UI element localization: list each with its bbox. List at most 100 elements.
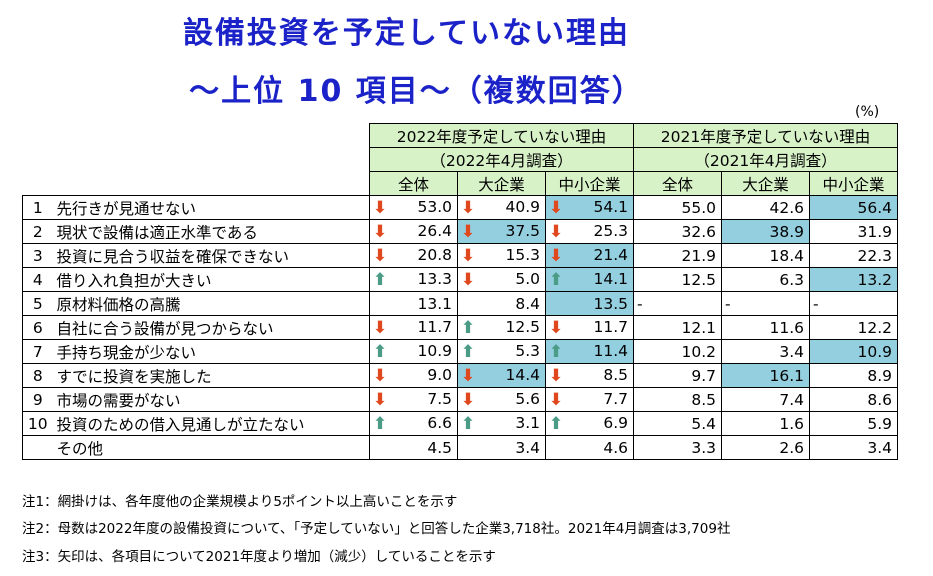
arrow-down-icon: ⬇ [460,197,476,218]
value-text: 10.2 [681,342,716,361]
value-cell: ⬆ 10.9 [369,339,458,364]
row-number: 5 [22,291,53,316]
value-cell: 3.3 [633,435,722,460]
value-cell: 5.4 [633,411,722,436]
note-3: 注3：矢印は、各項目について2021年度より増加（減少）していることを示す [22,549,496,565]
table-row: 8 すでに投資を実施した ⬇ 9.0 ⬇ 14.4 ⬇ 8.5 9.7 16.1 8.9 [22,363,898,388]
value-text: 18.4 [769,246,804,265]
value-text: 5.4 [691,414,716,433]
row-label: 借り入れ負担が大きい [52,267,370,292]
value-cell: ⬆ 3.1 [457,411,546,436]
value-text: 1.6 [779,414,804,433]
value-text: 7.7 [603,389,628,408]
value-text: 7.4 [779,390,804,409]
value-cell: 12.5 [633,267,722,292]
arrow-down-icon: ⬇ [548,317,564,338]
arrow-up-icon: ⬆ [372,269,388,290]
value-text: 37.5 [505,221,540,240]
value-cell: - [721,291,810,316]
value-cell: ⬇ 40.9 [457,195,546,220]
value-cell: 55.0 [633,195,722,220]
arrow-down-icon: ⬇ [372,389,388,410]
value-cell: ⬇ 11.7 [369,315,458,340]
arrow-up-icon: ⬆ [460,413,476,434]
value-cell: ⬇ 20.8 [369,243,458,268]
value-text: 22.3 [857,246,892,265]
value-cell: ⬆ 6.6 [369,411,458,436]
value-cell: 8.6 [809,387,898,412]
value-cell: ⬇ 7.7 [545,387,634,412]
value-text: - [813,294,819,313]
row-number: 4 [22,267,53,292]
value-cell: ⬆ 11.4 [545,339,634,364]
value-cell: 21.9 [633,243,722,268]
value-text: 4.5 [427,438,452,457]
value-cell: 13.5 [545,291,634,316]
value-cell: 22.3 [809,243,898,268]
value-text: 11.7 [593,317,628,336]
value-cell: - [809,291,898,316]
value-cell: ⬇ 15.3 [457,243,546,268]
value-text: 4.6 [603,438,628,457]
value-text: 10.9 [857,342,892,361]
table-row: 9 市場の需要がない ⬇ 7.5 ⬇ 5.6 ⬇ 7.7 8.5 7.4 8.6 [22,387,898,412]
row-number: 3 [22,243,53,268]
value-text: 5.3 [515,341,540,360]
table-row: 2 現状で設備は適正水準である ⬇ 26.4 ⬇ 37.5 ⬇ 25.3 32.6 38.9 31.… [22,219,898,244]
col-header: 中小企業 [809,171,898,196]
arrow-down-icon: ⬇ [460,389,476,410]
value-cell: ⬇ 5.6 [457,387,546,412]
value-text: 13.1 [417,294,452,313]
table-row: その他 4.5 3.4 4.6 3.3 2.6 3.4 [22,435,898,460]
value-cell: 6.3 [721,267,810,292]
value-text: 10.9 [417,341,452,360]
value-cell: 8.5 [633,387,722,412]
arrow-down-icon: ⬇ [460,221,476,242]
value-cell: 1.6 [721,411,810,436]
value-cell: ⬇ 5.0 [457,267,546,292]
row-number: 9 [22,387,53,412]
value-text: 12.2 [857,318,892,337]
value-text: 13.2 [857,270,892,289]
arrow-down-icon: ⬇ [548,221,564,242]
col-header: 全体 [369,171,458,196]
row-label: その他 [52,435,370,460]
table-row: 10 投資のための借入見通しが立たない ⬆ 6.6 ⬆ 3.1 ⬆ 6.9 5.4 1.6 5.9 [22,411,898,436]
value-text: 32.6 [681,222,716,241]
arrow-down-icon: ⬇ [460,269,476,290]
table-row: 6 自社に合う設備が見つからない ⬇ 11.7 ⬆ 12.5 ⬇ 11.7 12.1 11.6 12… [22,315,898,340]
value-text: 11.4 [593,341,628,360]
arrow-down-icon: ⬇ [372,197,388,218]
row-number: 10 [22,411,53,436]
value-text: 3.4 [515,438,540,457]
col-header: 全体 [633,171,722,196]
table-row: 7 手持ち現金が少ない ⬆ 10.9 ⬆ 5.3 ⬆ 11.4 10.2 3.4 10.9 [22,339,898,364]
unit-label: (%) [855,104,880,120]
col-header: 大企業 [721,171,810,196]
value-cell: 4.5 [369,435,458,460]
row-label: 投資に見合う収益を確保できない [52,243,370,268]
row-number: 1 [22,195,53,220]
table-row: 1 先行きが見通せない ⬇ 53.0 ⬇ 40.9 ⬇ 54.1 55.0 42.6 56.4 [22,195,898,220]
header-2021-title: 2021年度予定していない理由 [660,127,871,146]
value-cell: ⬆ 13.3 [369,267,458,292]
value-cell: - [633,291,722,316]
value-text: 7.5 [427,389,452,408]
value-cell: ⬆ 5.3 [457,339,546,364]
arrow-up-icon: ⬆ [372,341,388,362]
value-text: 8.4 [515,294,540,313]
value-cell: 2.6 [721,435,810,460]
value-cell: 4.6 [545,435,634,460]
header-2021: 2021年度予定していない理由 [633,123,898,148]
value-cell: ⬆ 14.1 [545,267,634,292]
page-title: 設備投資を予定していない理由 [182,16,631,51]
header-2022-title: 2022年度予定していない理由 [396,127,607,146]
value-cell: 16.1 [721,363,810,388]
value-cell: ⬇ 37.5 [457,219,546,244]
value-cell: ⬇ 53.0 [369,195,458,220]
value-text: 11.6 [769,318,804,337]
arrow-down-icon: ⬇ [548,245,564,266]
value-cell: 9.7 [633,363,722,388]
note-1: 注1：網掛けは、各年度他の企業規模より5ポイント以上高いことを示す [22,494,458,510]
value-cell: 8.4 [457,291,546,316]
